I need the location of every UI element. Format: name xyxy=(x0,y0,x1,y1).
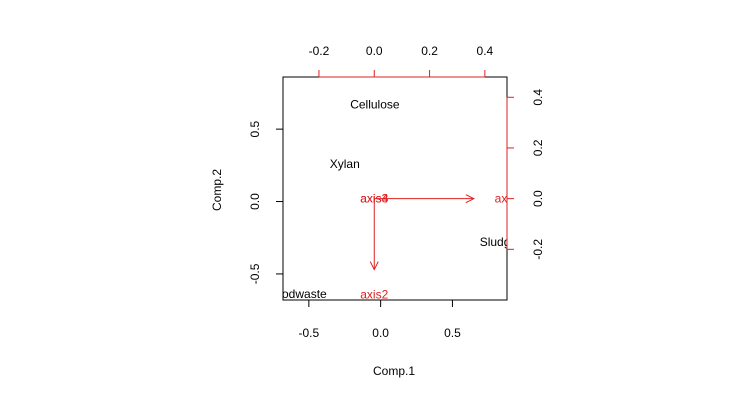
point-label: Sludge xyxy=(480,235,518,249)
right-tick-label: 0.4 xyxy=(531,89,545,106)
loading-label: axis4 xyxy=(360,192,388,206)
point-label: Xylan xyxy=(330,157,360,171)
loading-label: axis3 xyxy=(360,192,388,206)
x-tick-label: 0.5 xyxy=(444,326,461,340)
top-tick-label: 0.4 xyxy=(477,44,494,58)
y-tick-label: 0.5 xyxy=(248,120,262,137)
x-tick-label: -0.5 xyxy=(299,326,320,340)
right-tick-label: 0.0 xyxy=(531,190,545,207)
y-axis-title: Comp.2 xyxy=(210,169,224,211)
y-tick-label: -0.5 xyxy=(248,263,262,284)
right-tick-label: 0.2 xyxy=(531,139,545,156)
x-tick-label: 0.0 xyxy=(372,326,389,340)
top-tick-label: 0.2 xyxy=(421,44,438,58)
point-label: Cellulose xyxy=(350,98,400,112)
loading-label: axis1 xyxy=(495,192,523,206)
plot-area: -0.5 0.0 0.5 -0.5 0.0 0.5 -0.2 0.0 0.2 0.4 -0.2 0.0… xyxy=(248,44,545,340)
top-tick-label: -0.2 xyxy=(309,44,330,58)
top-tick-label: 0.0 xyxy=(366,44,383,58)
plot-content: Cellulose Xylan Sludge Foodwaste axis1 axis2 a… xyxy=(268,98,523,301)
right-tick-label: -0.2 xyxy=(531,239,545,260)
y-tick-label: 0.0 xyxy=(248,193,262,210)
point-label: Foodwaste xyxy=(268,287,327,301)
x-axis-title: Comp.1 xyxy=(373,364,415,378)
loading-label: axis2 xyxy=(360,287,388,301)
